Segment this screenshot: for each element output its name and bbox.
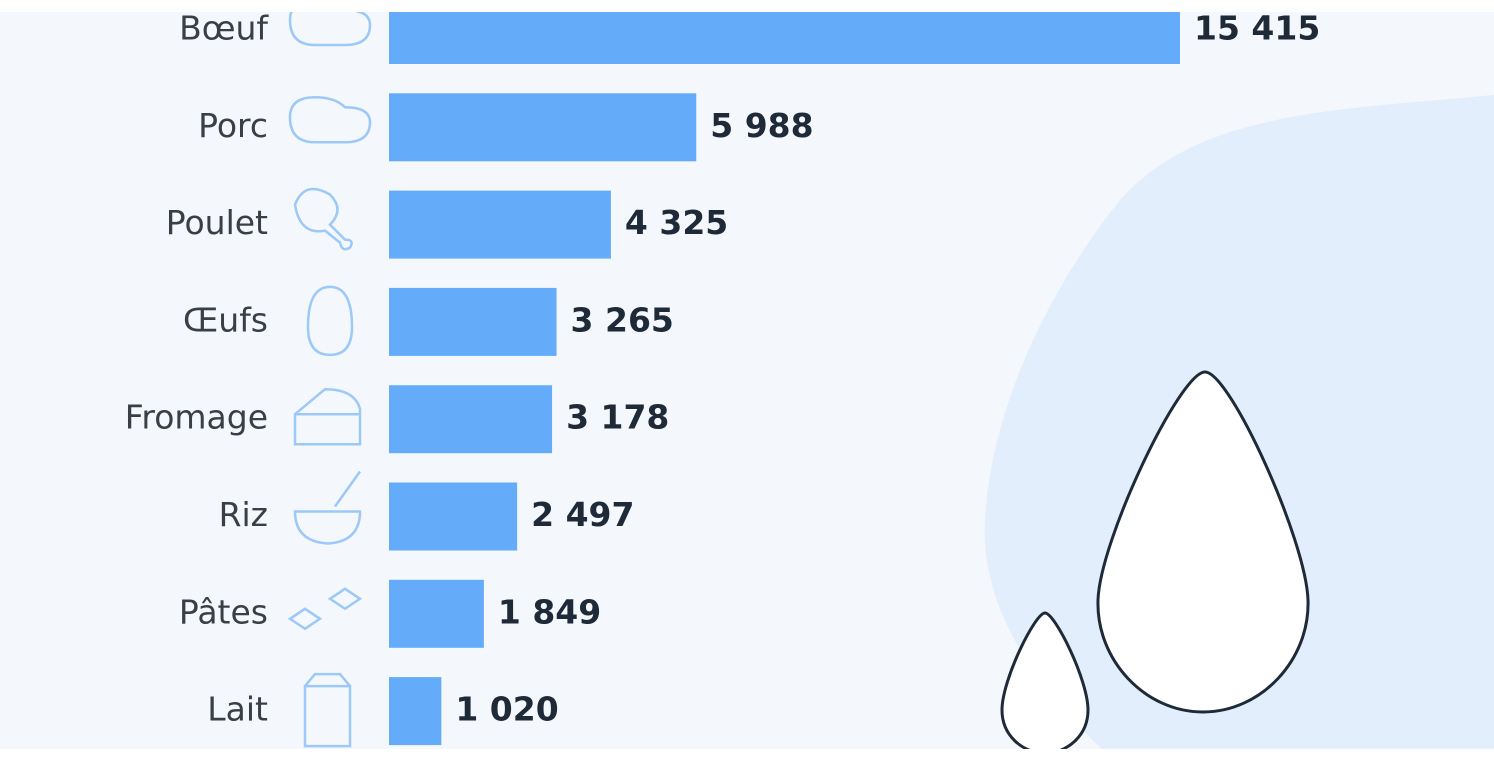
value-label: 1 849 [498,592,601,631]
food-icon [287,587,363,631]
value-label: 1 020 [455,690,558,729]
bar [389,482,518,551]
food-icon [306,285,354,357]
category-label: Riz [219,495,268,534]
value-label: 15 415 [1194,9,1320,48]
category-label: Poulet [166,203,268,242]
value-label: 3 178 [566,398,669,437]
food-icon [288,12,372,47]
category-label: Lait [207,690,268,729]
food-icon [293,470,362,545]
bar [389,579,484,648]
category-label: Bœuf [179,9,269,48]
category-label: Œufs [183,300,268,339]
food-icon [293,387,362,446]
icons [287,12,372,748]
value-label: 4 325 [625,203,728,242]
value-label: 3 265 [571,300,674,339]
bar [389,190,611,259]
category-label: Porc [198,106,268,145]
bar [389,93,697,162]
value-label: 5 988 [710,106,813,145]
food-icon [303,672,352,748]
bar [389,12,1180,64]
food-icon [288,96,372,144]
bar [389,385,553,454]
bar [389,677,442,746]
bar [389,287,557,356]
food-icon [293,187,353,251]
water-drop [1096,370,1310,714]
value-label: 2 497 [531,495,634,534]
category-label: Pâtes [179,592,268,631]
category-label: Fromage [125,398,268,437]
water-drop [1000,611,1090,749]
